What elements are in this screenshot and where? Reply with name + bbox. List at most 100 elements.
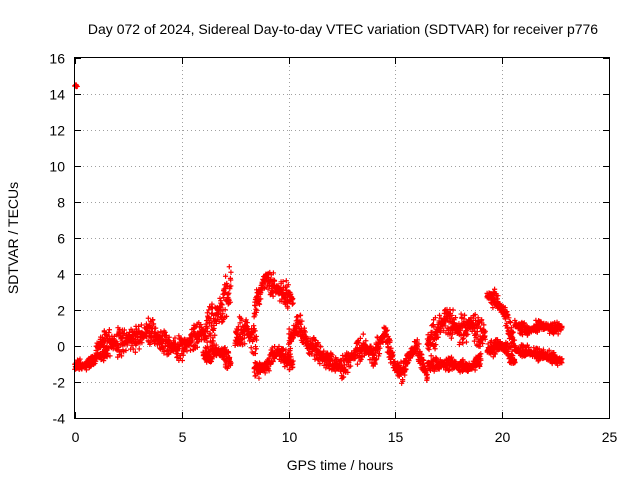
data-point xyxy=(345,369,351,375)
data-point xyxy=(303,335,309,341)
y-tick-label: 8 xyxy=(57,195,65,211)
data-point xyxy=(252,350,259,357)
data-point xyxy=(357,335,363,342)
data-point xyxy=(504,309,510,315)
data-point xyxy=(388,345,394,351)
data-point xyxy=(472,367,478,373)
data-point xyxy=(546,347,552,353)
data-point xyxy=(506,315,512,321)
data-point xyxy=(253,333,259,340)
data-point xyxy=(247,338,253,344)
data-point xyxy=(363,338,369,344)
data-point xyxy=(106,327,112,333)
data-point xyxy=(290,358,296,364)
data-point xyxy=(428,353,434,359)
data-point xyxy=(219,302,225,308)
data-point xyxy=(189,338,196,344)
data-point xyxy=(217,295,223,301)
data-point xyxy=(507,320,514,326)
data-point xyxy=(172,335,178,341)
data-point xyxy=(285,282,291,288)
x-tick-label: 0 xyxy=(72,429,80,445)
y-tick-label: -2 xyxy=(53,375,66,391)
data-point xyxy=(222,307,228,313)
data-point xyxy=(88,363,94,369)
data-point xyxy=(179,357,185,364)
data-point xyxy=(202,332,209,338)
data-point xyxy=(170,338,177,344)
data-point xyxy=(194,344,200,350)
data-point xyxy=(478,351,484,357)
data-point xyxy=(374,356,380,362)
data-point xyxy=(372,360,378,366)
data-point xyxy=(354,361,361,367)
data-point xyxy=(205,344,211,350)
data-point xyxy=(414,347,420,353)
data-point xyxy=(130,346,136,352)
data-point xyxy=(211,325,217,332)
data-point xyxy=(472,311,478,318)
data-point xyxy=(317,360,323,367)
data-point xyxy=(222,345,228,351)
data-point xyxy=(213,320,220,327)
data-point xyxy=(280,278,286,285)
data-point xyxy=(504,320,510,326)
data-point xyxy=(270,358,276,364)
data-point xyxy=(136,323,142,330)
data-point xyxy=(132,349,138,355)
data-point xyxy=(139,340,145,346)
data-point xyxy=(205,325,211,331)
data-point xyxy=(270,270,277,276)
data-point xyxy=(290,296,296,302)
data-point xyxy=(383,328,389,334)
data-point xyxy=(502,305,508,311)
data-point xyxy=(477,325,484,331)
data-point xyxy=(448,335,454,341)
data-point xyxy=(252,328,258,334)
data-point xyxy=(495,293,501,299)
data-point xyxy=(136,328,142,334)
data-point xyxy=(272,344,278,350)
data-point xyxy=(235,324,241,330)
data-point xyxy=(283,278,289,284)
data-point xyxy=(233,331,240,337)
chart-title: Day 072 of 2024, Sidereal Day-to-day VTE… xyxy=(88,21,598,37)
data-point xyxy=(232,342,238,348)
data-point xyxy=(376,351,383,357)
x-tick-label: 25 xyxy=(602,429,618,445)
x-tick-label: 20 xyxy=(495,429,511,445)
data-point xyxy=(475,315,481,321)
data-point xyxy=(74,83,80,90)
data-point xyxy=(209,338,216,344)
data-point xyxy=(449,331,455,337)
data-point xyxy=(242,341,248,347)
data-point xyxy=(432,346,438,352)
data-point xyxy=(461,312,468,318)
data-point xyxy=(150,321,157,327)
data-point xyxy=(149,317,156,323)
data-point xyxy=(406,358,412,364)
data-point xyxy=(534,329,540,335)
data-point xyxy=(286,326,292,332)
x-axis-label: GPS time / hours xyxy=(287,457,394,473)
data-point xyxy=(136,346,142,352)
data-point xyxy=(145,315,151,321)
data-point xyxy=(321,348,327,354)
data-point xyxy=(204,310,210,316)
data-point xyxy=(490,354,496,360)
data-point xyxy=(165,337,171,343)
data-point xyxy=(220,354,227,360)
data-point xyxy=(510,329,516,335)
data-point xyxy=(227,286,233,292)
data-point xyxy=(340,374,347,380)
data-point xyxy=(228,277,234,283)
data-point xyxy=(450,307,456,313)
plot-frame xyxy=(74,57,610,419)
data-point xyxy=(504,341,511,347)
data-point xyxy=(203,335,209,342)
data-point xyxy=(228,283,234,289)
data-point xyxy=(433,342,439,348)
data-point xyxy=(465,331,471,337)
data-point xyxy=(174,354,181,360)
data-point xyxy=(509,330,516,336)
